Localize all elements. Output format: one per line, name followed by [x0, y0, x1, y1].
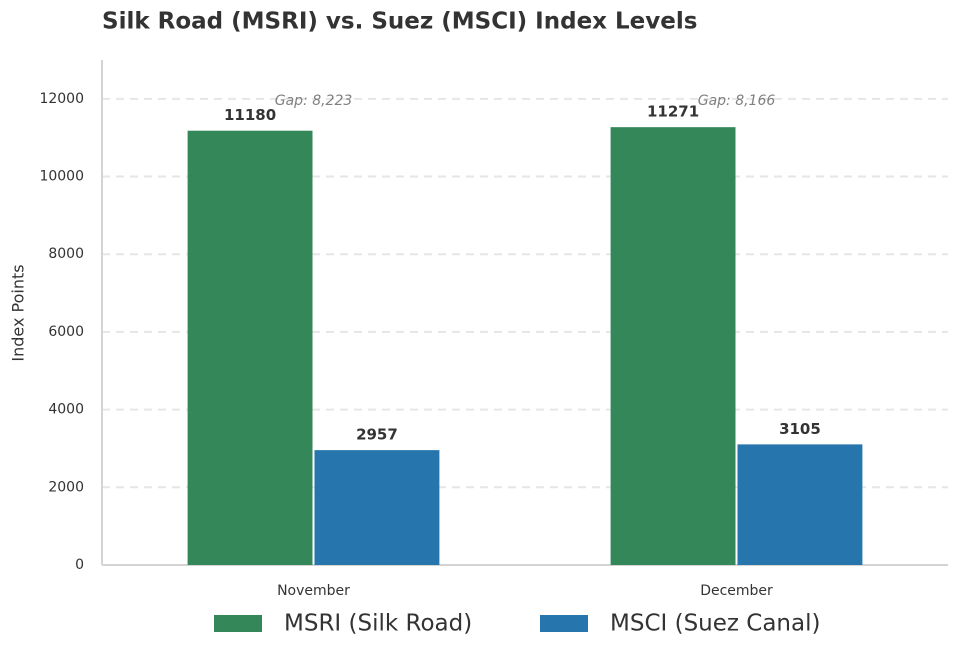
- y-axis-label: Index Points: [9, 264, 28, 361]
- legend-label: MSCI (Suez Canal): [610, 611, 820, 637]
- bar: [610, 127, 736, 565]
- y-tick-label: 10000: [39, 169, 84, 185]
- legend-swatch: [540, 615, 588, 632]
- annotation: Gap: 8,166: [698, 93, 776, 109]
- value-label: 11271: [647, 103, 699, 121]
- y-tick-label: 6000: [48, 324, 84, 340]
- y-tick-label: 0: [75, 557, 84, 573]
- bar: [187, 130, 313, 565]
- value-label: 11180: [224, 106, 276, 124]
- x-tick-label: November: [277, 583, 350, 599]
- value-label: 3105: [779, 420, 821, 438]
- bar: [314, 450, 440, 565]
- x-tick-label: December: [700, 583, 773, 599]
- y-tick-label: 2000: [48, 479, 84, 495]
- legend-swatch: [214, 615, 262, 632]
- y-tick-label: 8000: [48, 246, 84, 262]
- chart-title: Silk Road (MSRI) vs. Suez (MSCI) Index L…: [102, 9, 697, 35]
- value-label: 2957: [356, 426, 398, 444]
- y-tick-label: 12000: [39, 91, 84, 107]
- y-tick-label: 4000: [48, 402, 84, 418]
- annotation: Gap: 8,223: [275, 93, 353, 109]
- bar: [737, 444, 863, 565]
- legend-label: MSRI (Silk Road): [284, 611, 472, 637]
